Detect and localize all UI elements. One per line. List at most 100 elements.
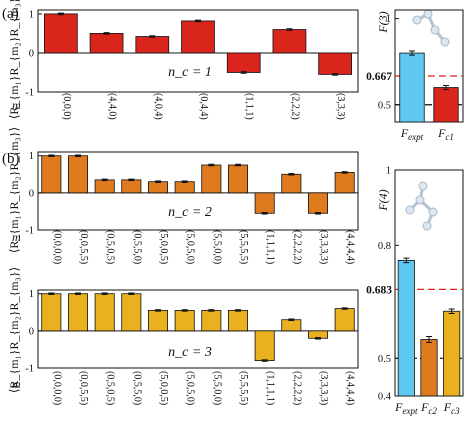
chart-a-ytick-label-2: 1: [29, 9, 34, 20]
chart-b-right-bar-2: [443, 310, 461, 397]
chart-b-right-ytick-label-3: 1: [386, 166, 391, 177]
chart-a-bar-2: [135, 36, 170, 54]
chart-b-bottom-bar-5: [174, 310, 195, 332]
chart-b-top-ytick-label-0: -1: [25, 226, 34, 237]
chart-b-top-xtick-label-1: (0,0,5,5): [78, 230, 89, 264]
chart-b-bottom-xtick-label-7: (5,5,5,5): [238, 371, 249, 405]
chart-b-bottom-bar-11: [334, 308, 355, 332]
chart-b-bottom-xtick-label-0: (0,0,0,0): [51, 371, 62, 405]
chart-b-bottom-xtick-label-6: (5,5,0,0): [211, 371, 222, 405]
chart-b-right-ytick-label-2: 0.8: [378, 241, 391, 252]
chart-b-top-bar-1: [68, 155, 89, 194]
chart-b-top-bar-6: [201, 164, 222, 194]
chart-a-right-xtick-label-1: Fc1: [437, 126, 454, 142]
chart-b-right-ylabel: F(4): [376, 189, 390, 211]
chart-b-bottom-bar-2: [94, 293, 115, 332]
chart-a-bar-5: [272, 29, 307, 54]
chart-b-bottom-ytick-label-0: -1: [25, 364, 34, 375]
chart-a-xtick-label-1: (4,4,0): [107, 93, 118, 120]
chart-b-bottom-xtick-label-8: (1,1,1,1): [265, 371, 276, 405]
chart-a-right-reference-label-0: 0.667: [366, 71, 392, 83]
chart-b-bottom-xtick-label-10: (3,3,3,3): [318, 371, 329, 405]
correlator-ylabel-a: ⟨R_{m₁}R_{m₂}R_{m₃}⟩: [7, 0, 21, 119]
chart-b-bottom-bar-8: [254, 330, 275, 361]
chart-b-top-bar-3: [121, 179, 142, 194]
chart-a-right-ylabel: F(3): [376, 11, 390, 33]
chart-b-top-xtick-label-0: (0,0,0,0): [51, 230, 62, 264]
chart-a-annotation: n_c = 1: [168, 65, 212, 80]
chart-a-ytick-label-0: -1: [25, 88, 34, 99]
chart-b-bottom-xtick-label-2: (0,5,0,5): [105, 371, 116, 405]
chart-b-right-xtick-label-0: Fexpt: [394, 400, 418, 416]
square-graph-icon: [405, 181, 438, 231]
chart-a-xtick-label-6: (3,3,3): [335, 93, 346, 120]
chart-b-top-xtick-label-7: (5,5,5,5): [238, 230, 249, 264]
m-vector-label-b-bottom: m⃗: [12, 377, 30, 391]
chart-b-top-xtick-label-3: (0,5,5,0): [131, 230, 142, 264]
chart-b-right-bar-1: [420, 339, 438, 397]
m-vector-label-a: m⃗: [12, 98, 30, 112]
chart-b-bottom-xtick-label-5: (5,0,5,0): [185, 371, 196, 405]
chart-a-ytick-label-1: 0: [29, 48, 34, 59]
chart-b-bottom-bar-9: [281, 319, 302, 332]
chart-b-top-xtick-label-5: (5,0,5,0): [185, 230, 196, 264]
chart-b-top-bar-4: [147, 181, 168, 194]
chart-b-top-xtick-label-8: (1,1,1,1): [265, 230, 276, 264]
chart-b-bottom-ytick-label-1: 0: [29, 326, 34, 337]
chart-b-top-annotation: n_c = 2: [168, 205, 212, 220]
chart-b-bottom-bar-4: [147, 310, 168, 332]
chart-b-bottom-bar-7: [227, 310, 248, 332]
chart-a-bar-6: [318, 52, 352, 75]
chart-a-bar-1: [89, 33, 124, 54]
chart-a-xtick-label-3: (0,4,4): [198, 93, 209, 120]
triangle-graph-icon: [412, 9, 450, 47]
correlator-ylabel-b-bottom: ⟨R_{m₁}R_{m₂}R_{m₃}⟩: [7, 267, 21, 394]
chart-a-right-ytick-label-0: 0.5: [378, 100, 391, 111]
chart-b-top-bar-11: [334, 172, 355, 194]
chart-b-top-xtick-label-10: (3,3,3,3): [318, 230, 329, 264]
chart-a-xtick-label-2: (4,0,4): [152, 93, 163, 120]
chart-b-right-reference-label-0: 0.683: [366, 284, 392, 296]
correlator-ylabel-b-top: ⟨R_{m₁}R_{m₂}R_{m₃}⟩: [7, 127, 21, 254]
chart-b-bottom-bar-6: [201, 310, 222, 332]
chart-b-top-xtick-label-4: (5,0,0,5): [158, 230, 169, 264]
panel-label-a: (a): [2, 6, 19, 22]
chart-b-bottom-ytick-label-2: 1: [29, 289, 34, 300]
chart-a-bar-4: [226, 52, 261, 73]
chart-a-right-frame: [394, 9, 464, 123]
chart-b-top-ytick-label-2: 1: [29, 151, 34, 162]
chart-b-top-xtick-label-9: (2,2,2,2): [291, 230, 302, 264]
chart-b-right-xtick-label-2: Fc3: [443, 400, 460, 416]
chart-b-top-xtick-label-2: (0,5,0,5): [105, 230, 116, 264]
chart-a-right-bar-1: [433, 87, 459, 123]
chart-b-bottom-xtick-label-9: (2,2,2,2): [291, 371, 302, 405]
panel-label-b: (b): [2, 151, 20, 167]
chart-b-bottom-xtick-label-11: (4,4,4,4): [345, 371, 356, 405]
chart-a-xtick-label-4: (1,1,1): [244, 93, 255, 120]
chart-b-right-ytick-label-0: 0.4: [378, 392, 392, 403]
m-vector-label-b-top: m⃗: [12, 230, 30, 244]
chart-b-bottom-bar-3: [121, 293, 142, 332]
chart-a-right-xtick-label-0: Fexpt: [400, 126, 424, 142]
chart-b-top-bar-0: [41, 155, 62, 194]
chart-a-xtick-label-0: (0,0,0): [61, 93, 72, 120]
chart-a-right-ytick-label-1: 1: [386, 14, 391, 25]
chart-a-xtick-label-5: (2,2,2): [289, 93, 300, 120]
chart-b-right-bar-0: [397, 259, 415, 397]
chart-b-bottom-annotation: n_c = 3: [168, 345, 212, 360]
chart-b-top-frame: [37, 151, 359, 231]
chart-a-frame: [37, 9, 359, 93]
chart-b-top-bar-2: [94, 179, 115, 194]
chart-b-bottom-bar-1: [68, 293, 89, 332]
chart-b-right-xtick-label-1: Fc2: [420, 400, 437, 416]
chart-b-bottom-xtick-label-4: (5,0,0,5): [158, 371, 169, 405]
chart-b-bottom-bar-0: [41, 293, 62, 332]
chart-a-right-bar-0: [399, 52, 425, 123]
chart-a-bar-0: [44, 13, 78, 54]
chart-b-top-bar-8: [254, 192, 275, 214]
chart-b-top-bar-5: [174, 181, 195, 194]
chart-b-top-bar-7: [227, 164, 248, 194]
chart-b-top-bar-9: [281, 173, 302, 194]
chart-b-bottom-xtick-label-1: (0,0,5,5): [78, 371, 89, 405]
